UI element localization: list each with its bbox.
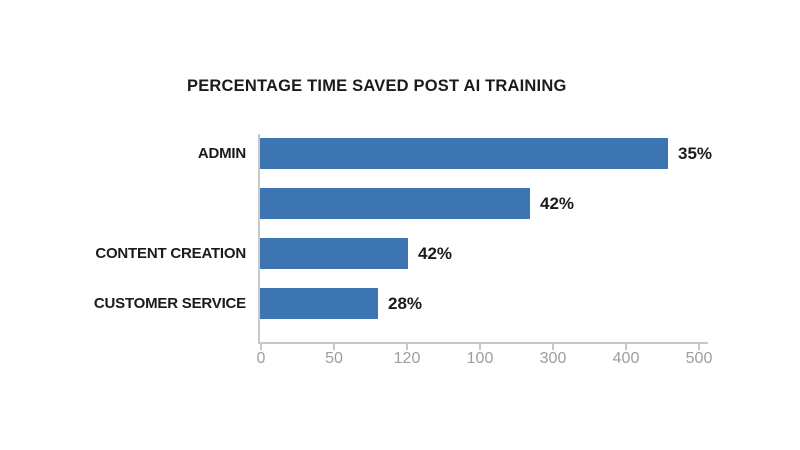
x-axis-line [258,342,708,344]
tick-label: 120 [393,350,421,367]
tick-label: 100 [466,350,494,367]
category-label: ADMIN [197,145,246,162]
tick-label: 300 [539,350,567,367]
tick-mark [479,342,481,350]
tick-label: 50 [325,350,343,367]
bar [258,138,668,169]
value-label: 35% [678,144,713,163]
tick-label: 400 [612,350,640,367]
y-axis-line [258,134,260,344]
bar-row: CONTENT CREATION 42% [0,238,800,269]
chart-title: PERCENTAGE TIME SAVED POST AI TRAINING [187,77,567,95]
bar [258,188,530,219]
tick-mark [552,342,554,350]
value-label: 42% [540,194,575,213]
tick-mark [333,342,335,350]
tick-mark [625,342,627,350]
bar-row: 42% [0,188,800,219]
value-label: 28% [388,294,423,313]
category-label: CONTENT CREATION [95,245,246,262]
tick-label: 500 [685,350,713,367]
bar-row: CUSTOMER SERVICE 28% [0,288,800,319]
tick-mark [260,342,262,350]
bar [258,288,378,319]
tick-mark [406,342,408,350]
category-label: CUSTOMER SERVICE [93,295,246,312]
bar-row: ADMIN 35% [0,138,800,169]
tick-label: 0 [256,350,266,367]
bar [258,238,408,269]
value-label: 42% [418,244,453,263]
tick-mark [698,342,700,350]
